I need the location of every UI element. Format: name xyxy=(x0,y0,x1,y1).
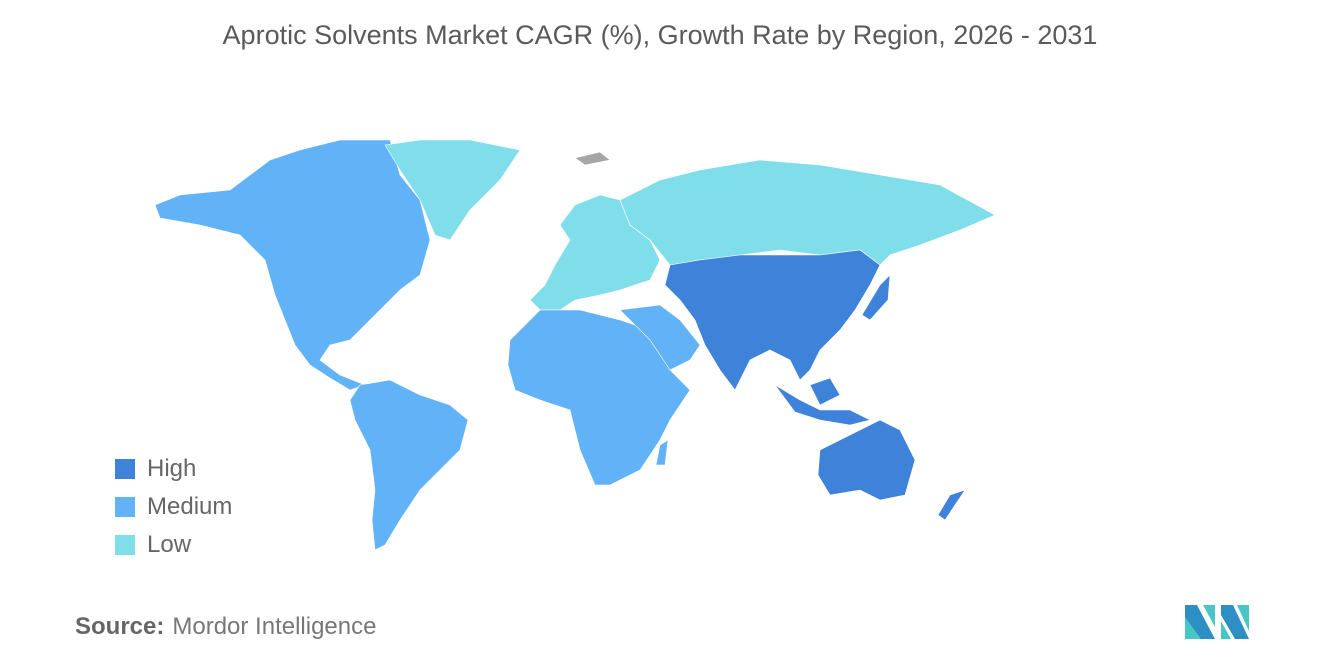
legend-item-high: High xyxy=(115,450,232,488)
legend-label: Low xyxy=(147,531,192,558)
region-indonesia xyxy=(774,384,871,426)
region-new-zealand xyxy=(937,489,966,521)
region-japan xyxy=(861,274,891,321)
legend-swatch xyxy=(115,459,135,479)
region-africa xyxy=(507,309,691,486)
region-greenland xyxy=(384,139,521,241)
legend: High Medium Low xyxy=(115,450,232,564)
legend-swatch xyxy=(115,535,135,555)
region-borneo xyxy=(809,377,841,406)
legend-item-low: Low xyxy=(115,526,232,564)
source-label: Source: xyxy=(75,613,165,640)
legend-label: Medium xyxy=(147,493,233,520)
region-middle-east xyxy=(619,304,701,371)
region-australia xyxy=(817,419,916,501)
legend-swatch xyxy=(115,497,135,517)
source-value: Mordor Intelligence xyxy=(172,613,377,640)
region-north-america xyxy=(154,139,431,391)
region-russia xyxy=(619,159,996,266)
region-south-america xyxy=(349,379,469,551)
source-note: Source: Mordor Intelligence xyxy=(75,613,376,641)
mordor-logo-icon xyxy=(1185,605,1249,639)
legend-item-medium: Medium xyxy=(115,488,232,526)
region-no-data-svalbard xyxy=(574,151,611,166)
chart-title: Aprotic Solvents Market CAGR (%), Growth… xyxy=(222,20,1098,50)
region-asia xyxy=(664,249,881,391)
region-madagascar xyxy=(655,439,669,466)
legend-label: High xyxy=(147,455,197,482)
